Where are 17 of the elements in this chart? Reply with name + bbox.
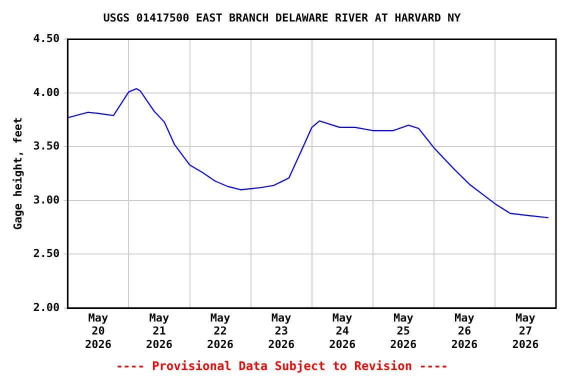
y-tick-label: 3.00 xyxy=(33,193,60,206)
x-tick-label: May 23 2026 xyxy=(268,311,295,351)
x-tick-label: May 24 2026 xyxy=(329,311,356,351)
x-tick-label: May 25 2026 xyxy=(390,311,418,351)
y-tick-label: 3.50 xyxy=(33,140,60,153)
y-tick-label: 4.50 xyxy=(33,32,60,46)
x-tick-label: May 26 2026 xyxy=(451,311,478,351)
y-tick-label: 2.00 xyxy=(33,300,60,314)
chart-title: USGS 01417500 EAST BRANCH DELAWARE RIVER AT HARVARD NY xyxy=(103,11,462,24)
text: ---- Provisional Data Subject to Revision ---- xyxy=(116,358,448,373)
x-tick-label: May 27 2026 xyxy=(512,311,540,351)
x-tick-label: May 21 2026 xyxy=(146,311,173,351)
y-tick-label: 2.50 xyxy=(33,247,60,260)
x-tick-label: May 22 2026 xyxy=(207,311,234,351)
y-tick-label: 4.00 xyxy=(33,86,60,99)
x-tick-label: May 20 2026 xyxy=(84,311,112,351)
y-axis-title: Gage height, feet xyxy=(11,117,24,230)
